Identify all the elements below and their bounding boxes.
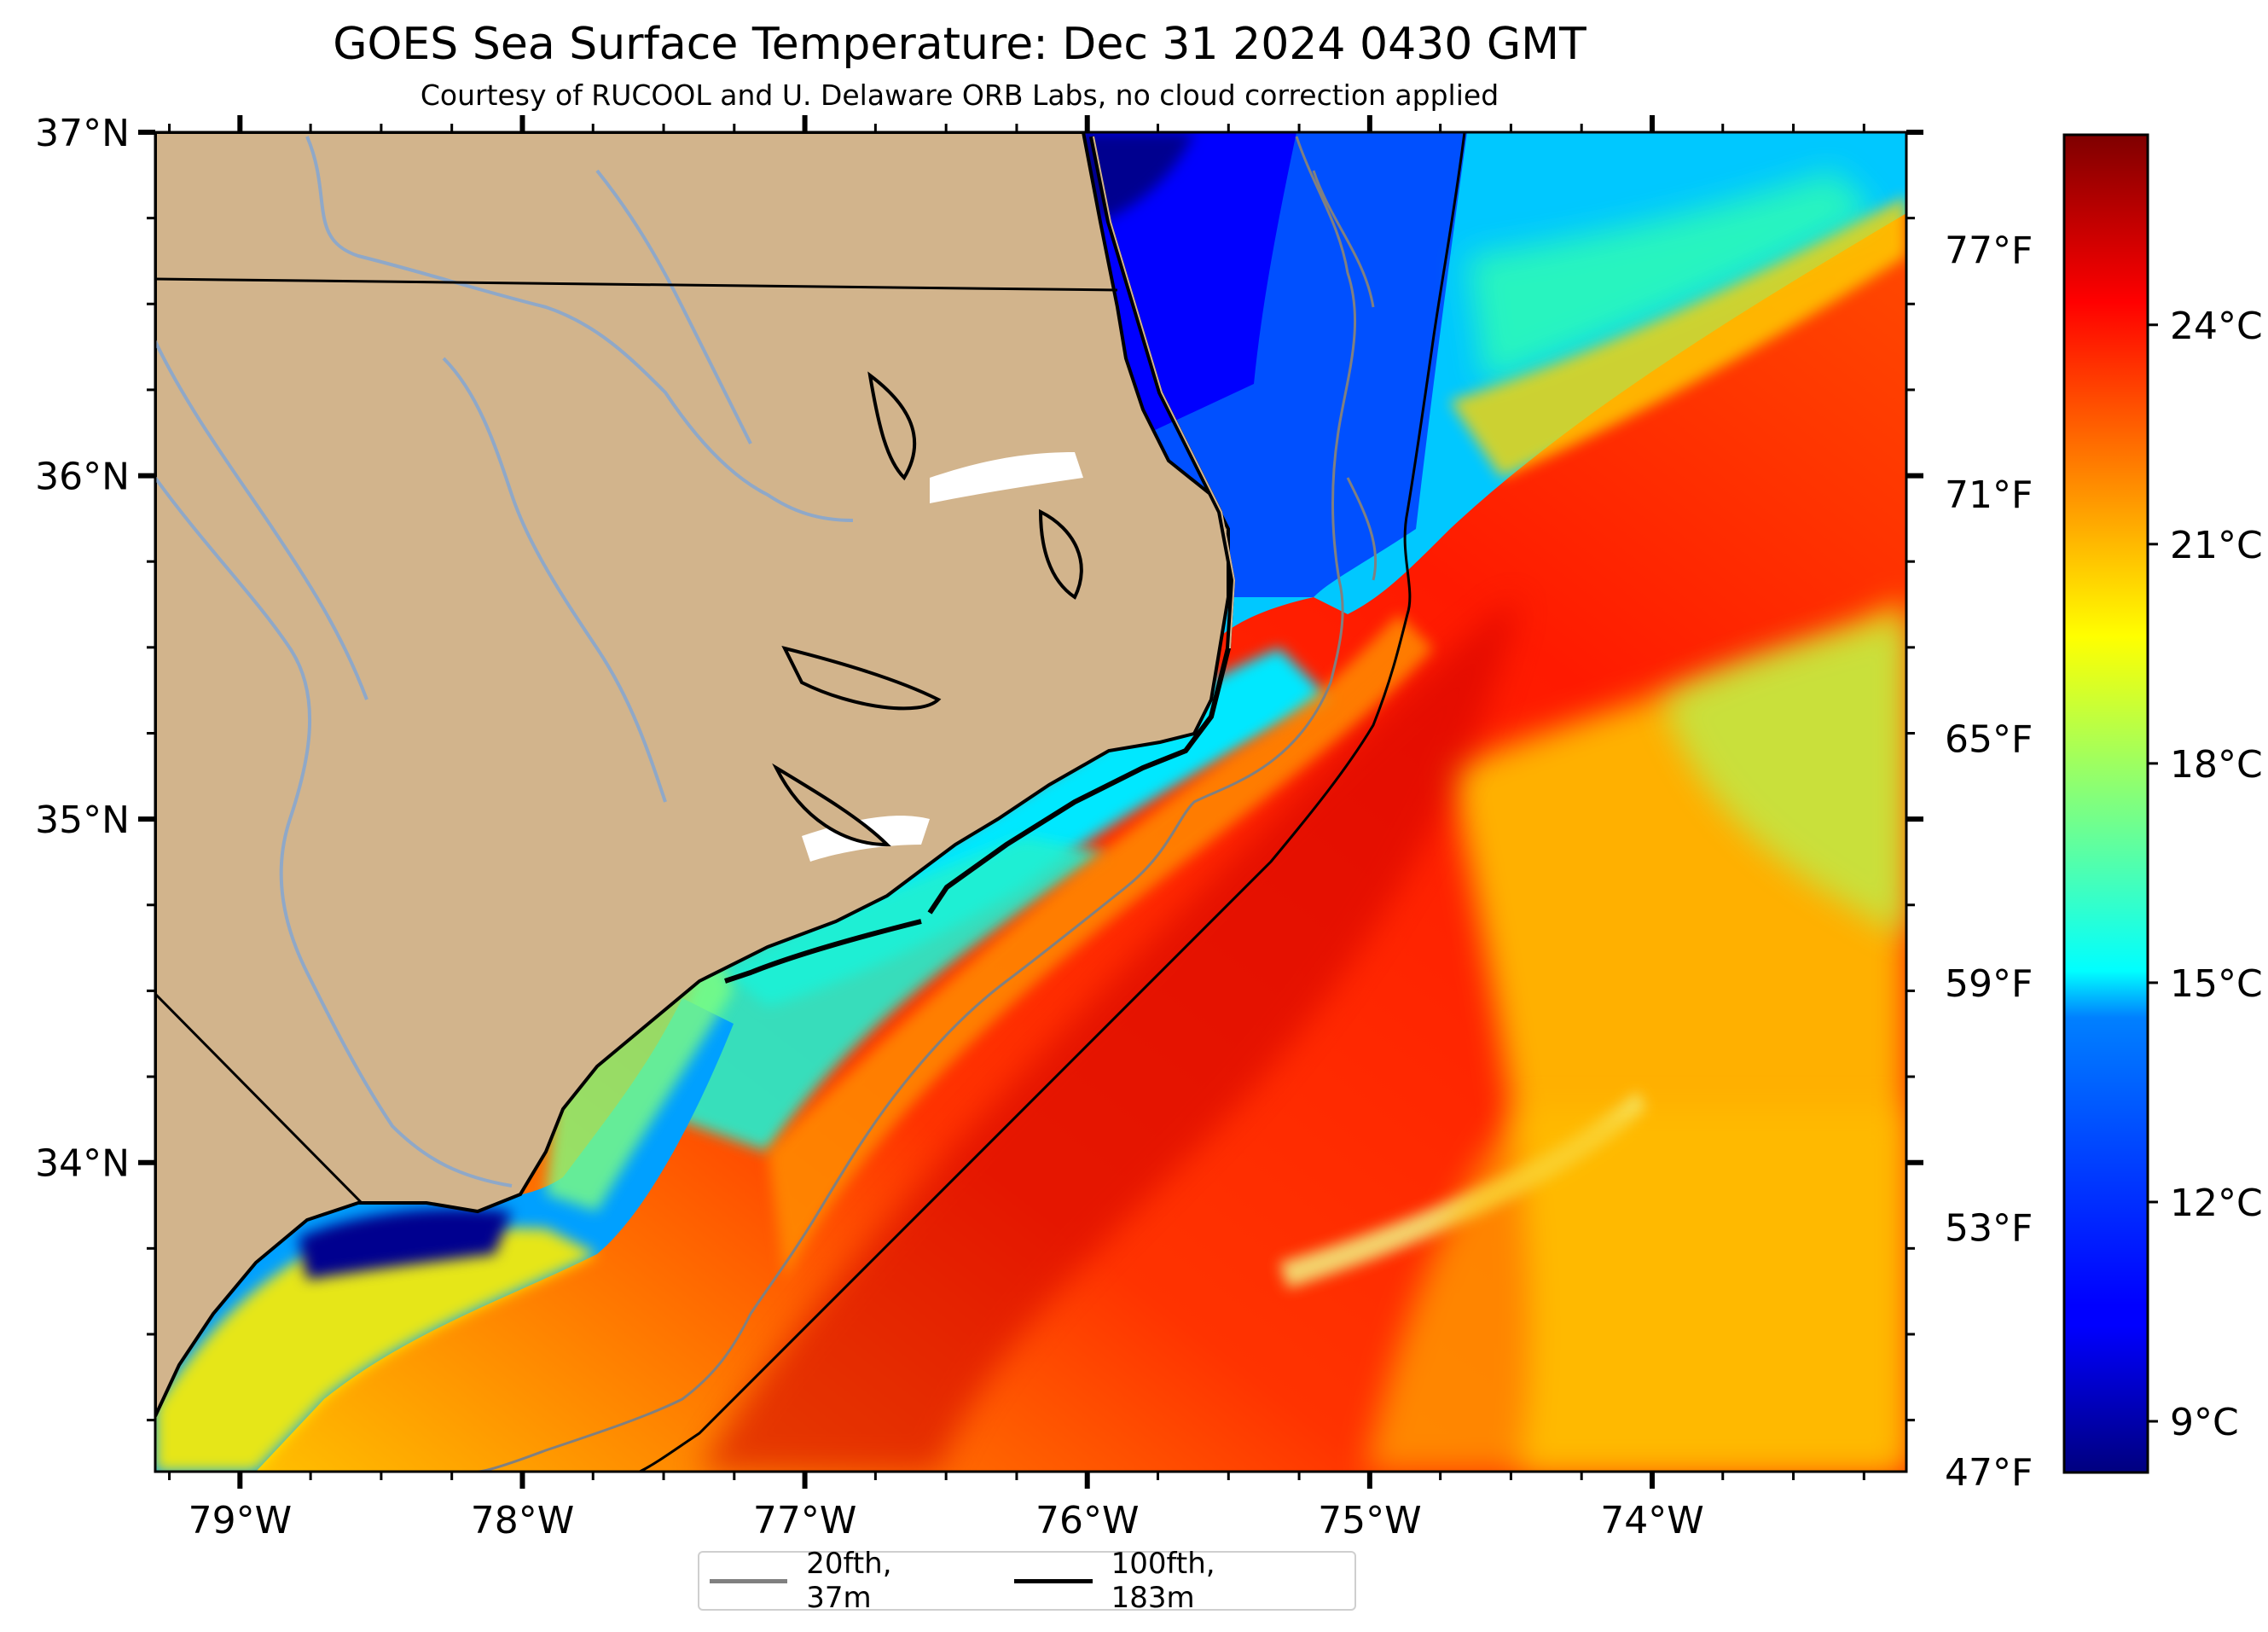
legend-label-20fth: 20fth, 37m [806, 1547, 892, 1615]
colorbar-ticks: 24°C 21°C 18°C 15°C 12°C 9°C [2148, 305, 2263, 1444]
isobath-100fth [639, 132, 1466, 1472]
legend-label-100fth: 100fth, 183m [1111, 1547, 1215, 1615]
legend-item-100fth: 100fth, 183m [1014, 1547, 1298, 1615]
land [155, 132, 1236, 1417]
map-title: GOES Sea Surface Temperature: Dec 31 202… [333, 19, 1586, 70]
isobath-legend: 20fth, 37m 100fth, 183m [698, 1547, 1356, 1615]
map-frame [154, 131, 1908, 1473]
isobath-20fth [477, 136, 1378, 1472]
colorbar-tick-label: 21°C [2170, 524, 2263, 567]
lat-tick-label: 36°N [35, 456, 130, 499]
colorbar-tick-label: 24°C [2170, 305, 2263, 348]
fahrenheit-tick-label: 77°F [1945, 229, 2033, 273]
fahrenheit-tick-label: 65°F [1945, 718, 2033, 762]
legend-swatch-100fth [1014, 1578, 1093, 1583]
axis-ticks: 79°W 78°W 77°W 76°W 75°W 74°W 37°N 36°N 35°N 34°N… [35, 112, 2033, 1542]
colorbar-tick-label: 15°C [2170, 962, 2263, 1006]
lat-tick-label: 35°N [35, 799, 130, 842]
colorbar-tick-label: 12°C [2170, 1182, 2263, 1225]
fahrenheit-tick-label: 59°F [1945, 962, 2033, 1006]
fahrenheit-tick-label: 53°F [1945, 1207, 2033, 1251]
fahrenheit-tick-label: 71°F [1945, 473, 2033, 517]
colorbar: 24°C 21°C 18°C 15°C 12°C 9°C [2062, 133, 2263, 1474]
legend-swatch-20fth [710, 1578, 788, 1583]
lon-tick-label: 77°W [753, 1499, 857, 1542]
lon-tick-label: 79°W [189, 1499, 293, 1542]
lon-tick-label: 74°W [1600, 1499, 1704, 1542]
lat-tick-label: 37°N [35, 112, 130, 155]
colorbar-gradient [2062, 133, 2149, 1474]
lon-tick-label: 76°W [1035, 1499, 1140, 1542]
fahrenheit-tick-label: 47°F [1945, 1451, 2033, 1495]
colorbar-tick-label: 9°C [2170, 1401, 2239, 1444]
colorbar-tick-label: 18°C [2170, 743, 2263, 787]
rivers [155, 136, 854, 1188]
legend-item-20fth: 20fth, 37m [710, 1547, 958, 1615]
lon-tick-label: 78°W [471, 1499, 575, 1542]
state-borders [155, 277, 1118, 1205]
map-subtitle: Courtesy of RUCOOL and U. Delaware ORB L… [420, 78, 1499, 112]
lat-tick-label: 34°N [35, 1142, 130, 1186]
lon-tick-label: 75°W [1318, 1499, 1422, 1542]
